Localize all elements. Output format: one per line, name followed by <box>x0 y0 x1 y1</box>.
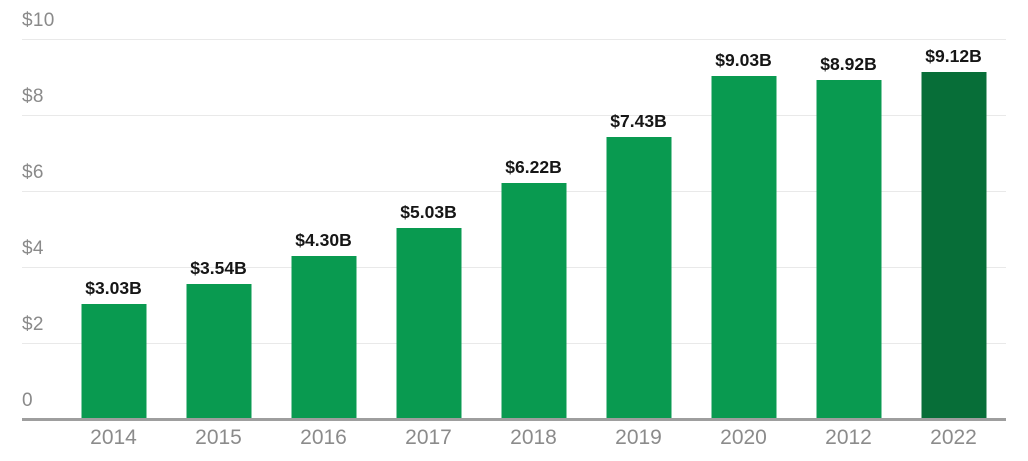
bar-slot: $8.92B 2012 <box>796 39 901 449</box>
bar-slot: $4.30B 2016 <box>271 39 376 449</box>
value-label: $3.54B <box>190 258 247 279</box>
value-label: $3.03B <box>85 277 142 298</box>
y-axis-label: $10 <box>22 10 55 31</box>
bar-2016 <box>291 255 356 419</box>
x-axis-label: 2016 <box>300 426 347 449</box>
bar-slot: $6.22B 2018 <box>481 39 586 449</box>
bar-2020 <box>711 75 776 419</box>
bar-2012 <box>816 80 881 419</box>
bars-group: $3.03B 2014 $3.54B 2015 $4.30B 2016 $5.03B 2017… <box>61 39 1006 449</box>
bar-2017 <box>396 227 461 419</box>
y-axis-label: $2 <box>22 314 44 335</box>
x-axis-label: 2020 <box>720 426 767 449</box>
bar-slot: $9.12B 2022 <box>901 39 1006 449</box>
bar-2019 <box>606 136 671 419</box>
bar-2015 <box>186 284 251 419</box>
value-label: $8.92B <box>820 54 877 75</box>
bar-slot: $3.03B 2014 <box>61 39 166 449</box>
plot-area: $10 $8 $6 $4 $2 0 $3.03B 2014 $3.54B 2015 $4.30B 2… <box>22 10 1006 449</box>
x-axis-label: 2012 <box>825 426 872 449</box>
x-axis-label: 2019 <box>615 426 662 449</box>
bar-slot: $7.43B 2019 <box>586 39 691 449</box>
x-axis-line <box>22 418 1006 421</box>
gridline <box>22 115 1006 116</box>
y-axis-label: $4 <box>22 238 44 259</box>
x-axis-label: 2014 <box>90 426 137 449</box>
gridline <box>22 39 1006 40</box>
value-label: $9.12B <box>925 46 982 67</box>
x-axis-label: 2018 <box>510 426 557 449</box>
x-axis-label: 2017 <box>405 426 452 449</box>
y-axis-label: 0 <box>22 390 33 411</box>
y-axis-label: $6 <box>22 162 44 183</box>
value-label: $7.43B <box>610 110 667 131</box>
bar-2018 <box>501 182 566 419</box>
bar-2022 <box>921 72 986 419</box>
bar-2014 <box>81 303 146 419</box>
bar-slot: $5.03B 2017 <box>376 39 481 449</box>
bar-slot: $3.54B 2015 <box>166 39 271 449</box>
value-label: $4.30B <box>295 229 352 250</box>
value-label: $5.03B <box>400 201 457 222</box>
bar-slot: $9.03B 2020 <box>691 39 796 449</box>
x-axis-label: 2015 <box>195 426 242 449</box>
value-label: $6.22B <box>505 156 562 177</box>
value-label: $9.03B <box>715 49 772 70</box>
y-axis-label: $8 <box>22 86 44 107</box>
x-axis-label: 2022 <box>930 426 977 449</box>
